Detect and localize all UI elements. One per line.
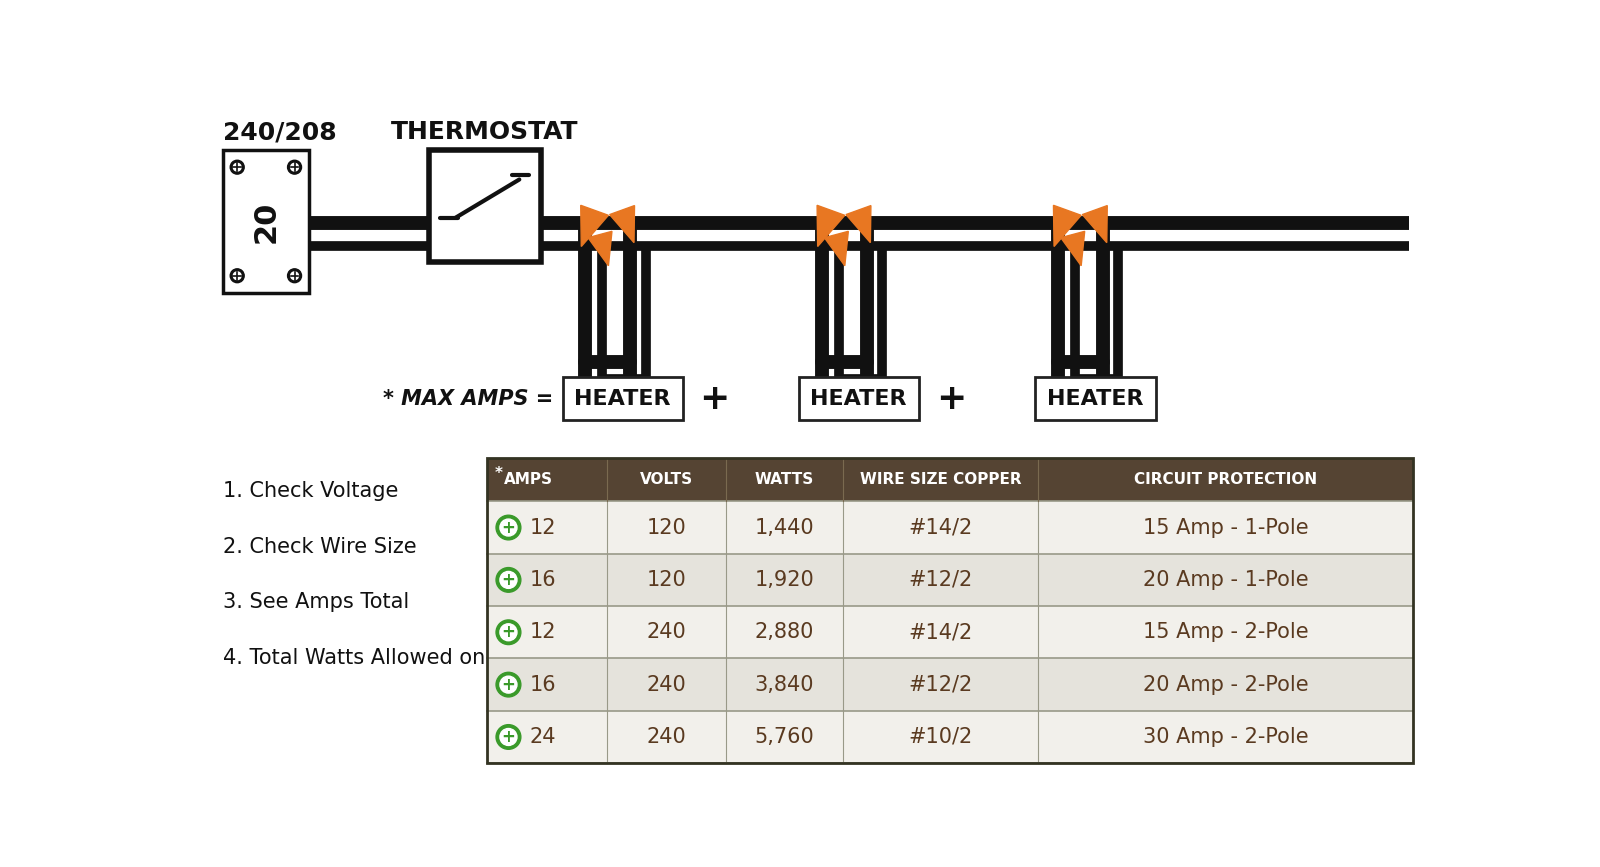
Circle shape — [496, 725, 522, 749]
Bar — [486, 501, 1413, 554]
Bar — [429, 150, 541, 262]
Text: 120: 120 — [646, 518, 686, 538]
Text: +: + — [501, 728, 515, 746]
Circle shape — [288, 269, 301, 283]
Circle shape — [230, 160, 245, 174]
Circle shape — [291, 163, 299, 171]
Text: +: + — [501, 675, 515, 694]
Text: 4. Total Watts Allowed on Circuit: 4. Total Watts Allowed on Circuit — [224, 648, 560, 668]
Text: 15 Amp - 2-Pole: 15 Amp - 2-Pole — [1142, 623, 1309, 642]
Text: 240: 240 — [646, 727, 686, 747]
Bar — [486, 459, 1413, 501]
Text: 1,920: 1,920 — [755, 570, 814, 590]
Text: +: + — [501, 518, 515, 537]
Circle shape — [499, 676, 517, 693]
Text: *: * — [494, 466, 502, 481]
Text: +: + — [936, 381, 966, 415]
Text: 240: 240 — [646, 623, 686, 642]
Circle shape — [288, 160, 301, 174]
Polygon shape — [1061, 231, 1085, 266]
Text: 15 Amp - 1-Pole: 15 Amp - 1-Pole — [1142, 518, 1309, 538]
Text: * MAX AMPS =: * MAX AMPS = — [382, 388, 554, 408]
Circle shape — [496, 620, 522, 644]
Polygon shape — [610, 205, 635, 243]
Text: VOLTS: VOLTS — [640, 473, 693, 487]
Text: 3. See Amps Total: 3. See Amps Total — [224, 592, 410, 612]
Text: #14/2: #14/2 — [909, 518, 973, 538]
Text: #12/2: #12/2 — [909, 570, 973, 590]
Polygon shape — [589, 231, 611, 266]
Text: 20 Amp - 2-Pole: 20 Amp - 2-Pole — [1142, 675, 1309, 694]
Text: 1. Check Voltage: 1. Check Voltage — [224, 481, 398, 501]
Text: 2. Check Wire Size: 2. Check Wire Size — [224, 537, 418, 557]
Polygon shape — [846, 205, 870, 243]
Circle shape — [496, 672, 522, 697]
Text: HEATER: HEATER — [574, 388, 670, 408]
Text: 1,440: 1,440 — [755, 518, 814, 538]
Text: 12: 12 — [530, 623, 555, 642]
Text: 240: 240 — [646, 675, 686, 694]
Polygon shape — [818, 205, 845, 246]
Text: CIRCUIT PROTECTION: CIRCUIT PROTECTION — [1134, 473, 1317, 487]
Circle shape — [499, 728, 517, 746]
Circle shape — [234, 272, 242, 279]
Text: 16: 16 — [530, 675, 557, 694]
Circle shape — [291, 272, 299, 279]
Bar — [486, 554, 1413, 606]
Bar — [563, 377, 683, 420]
Polygon shape — [824, 231, 848, 266]
Circle shape — [496, 568, 522, 592]
Text: 5,760: 5,760 — [755, 727, 814, 747]
Circle shape — [230, 269, 245, 283]
Bar — [486, 711, 1413, 763]
Text: 24: 24 — [530, 727, 555, 747]
Text: HEATER: HEATER — [811, 388, 907, 408]
Text: THERMOSTAT: THERMOSTAT — [390, 121, 579, 144]
Text: 20: 20 — [251, 200, 280, 243]
Circle shape — [496, 515, 522, 540]
Bar — [224, 150, 309, 293]
Text: 2,880: 2,880 — [755, 623, 814, 642]
Text: 120: 120 — [646, 570, 686, 590]
Circle shape — [499, 519, 517, 536]
Text: 16: 16 — [530, 570, 557, 590]
Text: 12: 12 — [530, 518, 555, 538]
Text: 20 Amp - 1-Pole: 20 Amp - 1-Pole — [1142, 570, 1309, 590]
Text: 30 Amp - 2-Pole: 30 Amp - 2-Pole — [1142, 727, 1309, 747]
Text: +: + — [501, 570, 515, 589]
Circle shape — [499, 623, 517, 641]
Text: AMPS: AMPS — [504, 473, 554, 487]
Polygon shape — [1082, 205, 1107, 243]
Text: WATTS: WATTS — [755, 473, 814, 487]
Circle shape — [234, 163, 242, 171]
Polygon shape — [1053, 205, 1082, 246]
Text: WIRE SIZE COPPER: WIRE SIZE COPPER — [859, 473, 1021, 487]
Bar — [798, 377, 918, 420]
Text: +: + — [501, 623, 515, 642]
Bar — [486, 658, 1413, 711]
Text: HEATER: HEATER — [1046, 388, 1144, 408]
Circle shape — [499, 571, 517, 589]
Text: 240/208: 240/208 — [224, 121, 338, 144]
Polygon shape — [581, 205, 608, 246]
Text: 3,840: 3,840 — [755, 675, 814, 694]
Text: #12/2: #12/2 — [909, 675, 973, 694]
Bar — [486, 459, 1413, 763]
Text: #10/2: #10/2 — [909, 727, 973, 747]
Bar — [1035, 377, 1155, 420]
Bar — [486, 606, 1413, 658]
Text: #14/2: #14/2 — [909, 623, 973, 642]
Text: +: + — [699, 381, 730, 415]
